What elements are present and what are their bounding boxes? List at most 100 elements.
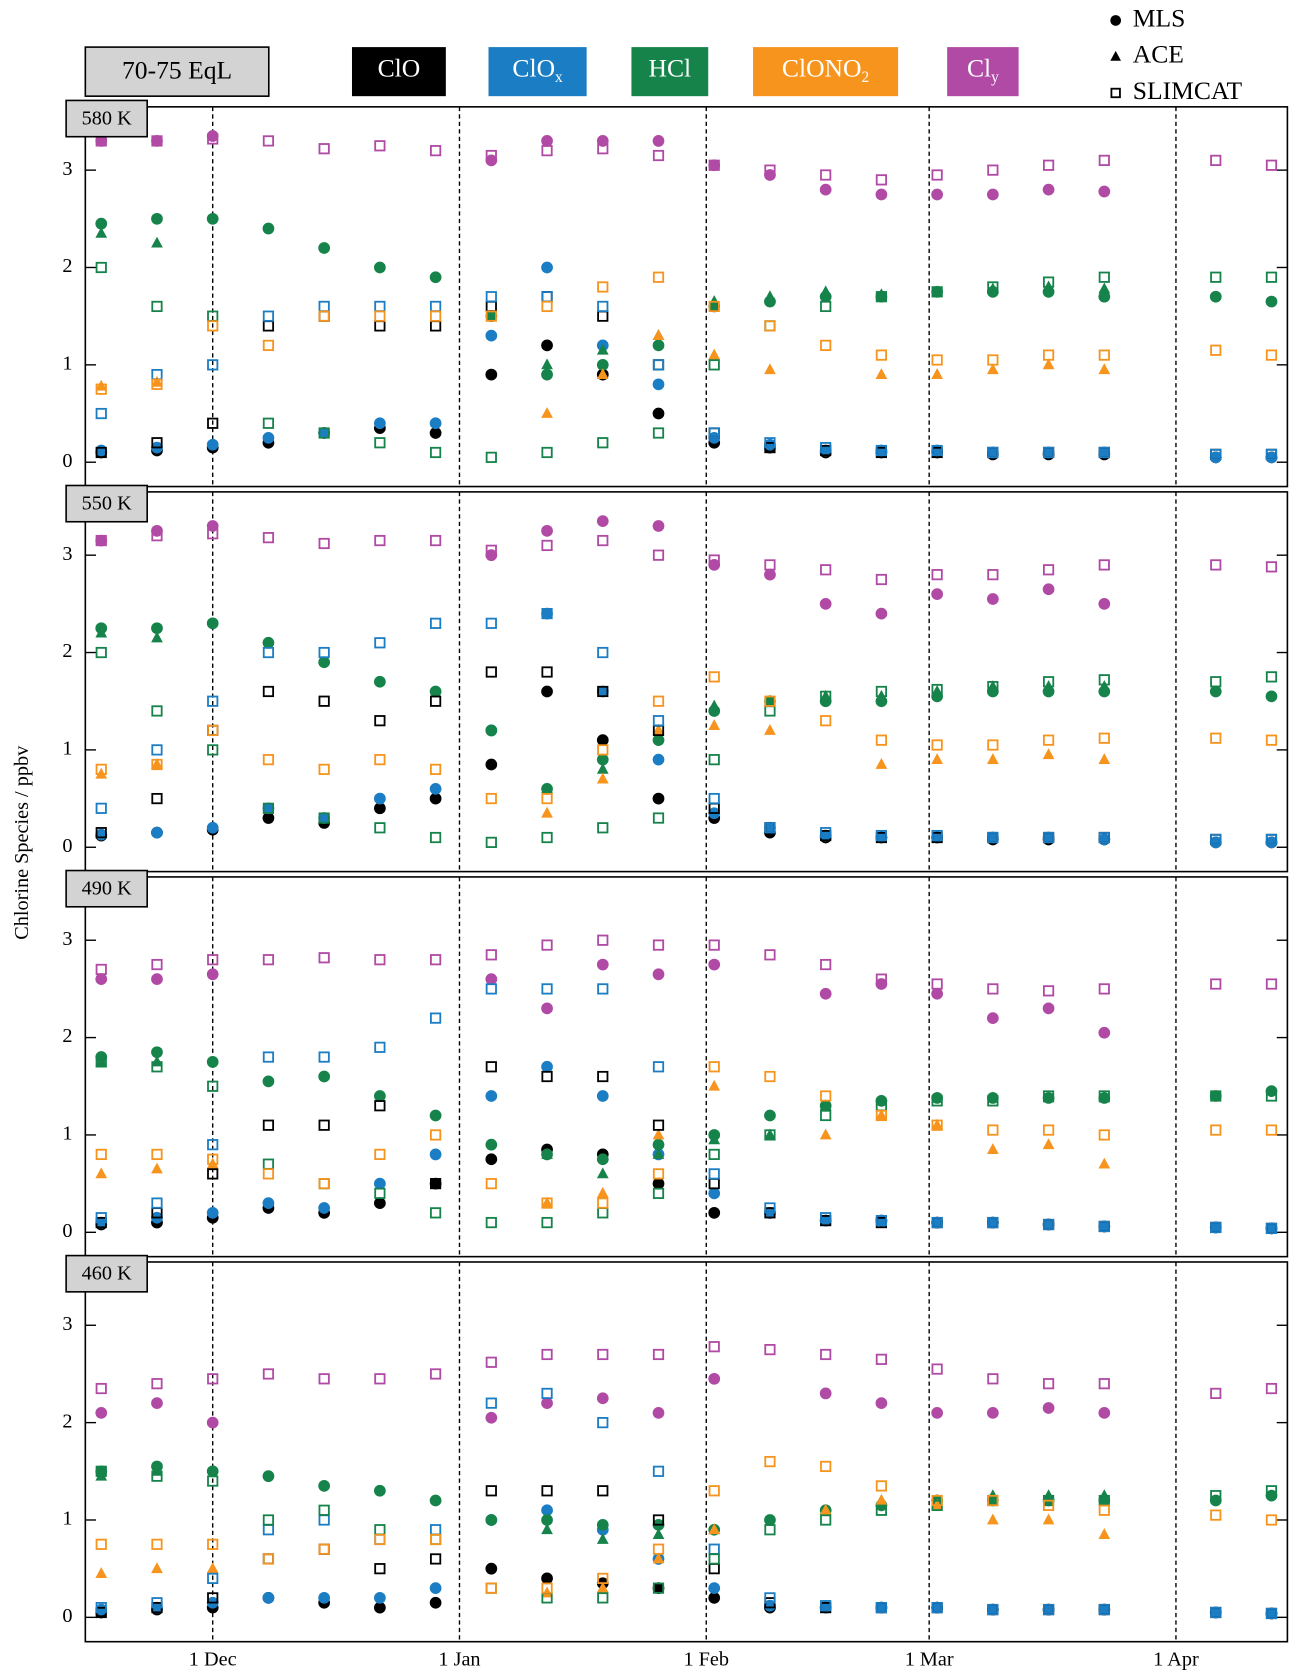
- mls-point: [596, 1153, 609, 1166]
- slimcat-point: [207, 359, 219, 371]
- slimcat-point: [262, 754, 275, 766]
- mls-point: [151, 622, 163, 635]
- slimcat-point: [374, 1524, 386, 1536]
- slimcat-point: [262, 1119, 275, 1131]
- slimcat-point: [931, 354, 943, 366]
- slimcat-point: [931, 829, 943, 842]
- slimcat-point: [485, 149, 497, 162]
- slimcat-point: [485, 666, 497, 678]
- mls-point: [819, 444, 832, 457]
- slimcat-point: [652, 1061, 665, 1073]
- mls-point: [95, 973, 108, 986]
- mls-point: [95, 534, 108, 547]
- ace-point: [764, 1128, 776, 1140]
- ace-point: [931, 753, 943, 765]
- ace-point: [819, 285, 832, 297]
- slimcat-point: [1042, 1090, 1055, 1102]
- slimcat-point: [207, 1139, 219, 1151]
- slimcat-point: [1210, 978, 1222, 990]
- slimcat-point: [374, 1563, 386, 1575]
- slimcat-point: [764, 1344, 776, 1356]
- slimcat-point: [931, 1095, 943, 1107]
- slimcat-point: [485, 1216, 497, 1229]
- slimcat-point: [262, 1524, 275, 1536]
- mls-point: [596, 1090, 609, 1102]
- slimcat-point: [207, 1538, 219, 1550]
- slimcat-point: [262, 1553, 275, 1565]
- slimcat-point: [987, 1095, 999, 1107]
- mls-point: [1098, 1407, 1111, 1419]
- ace-point: [652, 1552, 665, 1564]
- ace-point: [151, 1055, 163, 1067]
- slimcat-point: [764, 164, 776, 176]
- ace-point: [541, 806, 553, 818]
- slimcat-point: [987, 831, 999, 844]
- ace-point: [986, 680, 999, 692]
- mls-point: [262, 222, 275, 235]
- slimcat-point: [652, 1582, 665, 1594]
- slimcat-point: [597, 822, 609, 834]
- mls-point: [262, 1592, 275, 1604]
- slimcat-point: [987, 446, 999, 459]
- slimcat-point: [151, 1597, 163, 1609]
- slimcat-point: [262, 417, 275, 429]
- slimcat-point: [485, 1061, 497, 1073]
- slimcat-point: [1210, 154, 1222, 166]
- slimcat-point: [820, 1090, 832, 1102]
- slimcat-point: [207, 528, 219, 540]
- slimcat-point: [485, 1356, 497, 1368]
- mls-point: [1098, 446, 1111, 459]
- slimcat-point: [1265, 159, 1278, 171]
- ace-point: [875, 1109, 888, 1120]
- mls-point: [541, 1504, 553, 1517]
- slimcat-point: [764, 1524, 776, 1536]
- mls-point: [485, 1514, 498, 1526]
- ace-point: [764, 723, 776, 735]
- mls-point: [95, 135, 108, 147]
- slimcat-point: [820, 442, 832, 454]
- slimcat-point: [207, 417, 219, 429]
- mls-point: [652, 378, 665, 391]
- mls-point: [206, 968, 219, 981]
- y-tick-label: 2: [62, 255, 72, 277]
- slimcat-point: [541, 145, 553, 157]
- slimcat-point: [875, 174, 888, 186]
- slimcat-point: [820, 958, 832, 971]
- mls-point: [986, 446, 999, 459]
- slimcat-point: [987, 569, 999, 581]
- slimcat-point: [931, 978, 943, 990]
- slimcat-point: [1042, 1124, 1055, 1136]
- ace-point: [931, 368, 943, 379]
- mls-point: [485, 1153, 498, 1166]
- mls-point: [318, 427, 331, 439]
- slimcat-point: [1265, 349, 1278, 361]
- slimcat-point: [95, 963, 107, 976]
- series-layer: [95, 934, 1278, 1235]
- mls-point: [1098, 1603, 1111, 1616]
- mls-point: [1098, 597, 1111, 610]
- y-tick-label: 2: [62, 640, 72, 662]
- mls-point: [819, 1387, 832, 1400]
- slimcat-point: [1210, 676, 1222, 688]
- slimcat-point: [541, 939, 553, 951]
- mls-point: [652, 520, 665, 532]
- ace-point: [986, 282, 999, 294]
- ace-point: [95, 1167, 108, 1179]
- ace-point: [875, 288, 888, 300]
- mls-point: [541, 368, 553, 381]
- ace-point: [596, 1167, 609, 1179]
- mls-point: [819, 1214, 832, 1227]
- slimcat-point: [597, 300, 609, 313]
- mls-point: [485, 724, 498, 737]
- slimcat-point: [764, 559, 776, 571]
- slimcat-point: [820, 715, 832, 727]
- ace-point: [596, 368, 609, 379]
- slimcat-point: [875, 734, 888, 746]
- slimcat-point: [1042, 276, 1055, 288]
- slimcat-point: [987, 1373, 999, 1385]
- ace-point: [652, 723, 665, 735]
- ace-point: [1042, 358, 1055, 370]
- legend-label: SLIMCAT: [1133, 76, 1243, 105]
- slimcat-point: [820, 690, 832, 702]
- x-tick-label: 1 Feb: [683, 1649, 729, 1671]
